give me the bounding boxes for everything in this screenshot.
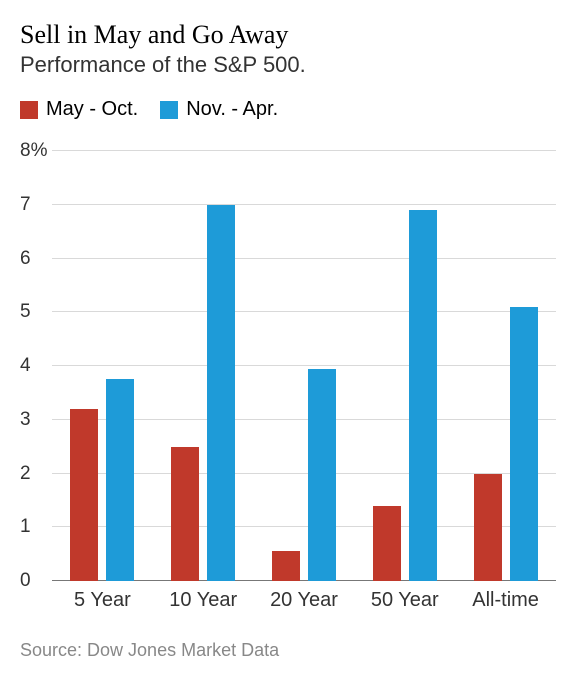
legend-label: Nov. - Apr. (186, 98, 278, 121)
legend-swatch (160, 101, 178, 119)
y-tick-label: 6 (20, 248, 31, 270)
y-tick-label: 4 (20, 355, 31, 377)
y-tick-label: 1 (20, 516, 31, 538)
x-tick-label: All-time (455, 589, 556, 612)
bar (70, 409, 98, 581)
y-tick-label: 5 (20, 301, 31, 323)
x-tick-label: 20 Year (254, 589, 355, 612)
bar-group (373, 210, 437, 581)
bar-group (171, 205, 235, 581)
bar (171, 447, 199, 581)
chart: 012345678% 5 Year10 Year20 Year50 YearAl… (20, 151, 556, 612)
bar (308, 369, 336, 581)
bar-group (272, 369, 336, 581)
legend-swatch (20, 101, 38, 119)
source-line: Source: Dow Jones Market Data (20, 640, 556, 661)
x-tick-label: 50 Year (354, 589, 455, 612)
chart-plot: 012345678% (20, 151, 556, 581)
bar (409, 210, 437, 581)
x-tick-label: 10 Year (153, 589, 254, 612)
y-tick-label: 7 (20, 194, 31, 216)
bar-group (474, 307, 538, 581)
legend: May - Oct. Nov. - Apr. (20, 98, 556, 121)
chart-subtitle: Performance of the S&P 500. (20, 52, 556, 78)
bar (207, 205, 235, 581)
x-tick-label: 5 Year (52, 589, 153, 612)
legend-item: Nov. - Apr. (160, 98, 278, 121)
chart-title: Sell in May and Go Away (20, 20, 556, 50)
bar-group (70, 379, 134, 581)
y-tick-label: 2 (20, 463, 31, 485)
bar (106, 379, 134, 581)
legend-label: May - Oct. (46, 98, 138, 121)
legend-item: May - Oct. (20, 98, 138, 121)
y-tick-label: 3 (20, 409, 31, 431)
bar (510, 307, 538, 581)
x-axis-labels: 5 Year10 Year20 Year50 YearAll-time (52, 589, 556, 612)
bar (373, 506, 401, 581)
bar (474, 474, 502, 582)
bars-area (52, 151, 556, 581)
y-tick-label: 8% (20, 140, 47, 162)
y-tick-label: 0 (20, 570, 31, 592)
bar (272, 551, 300, 581)
